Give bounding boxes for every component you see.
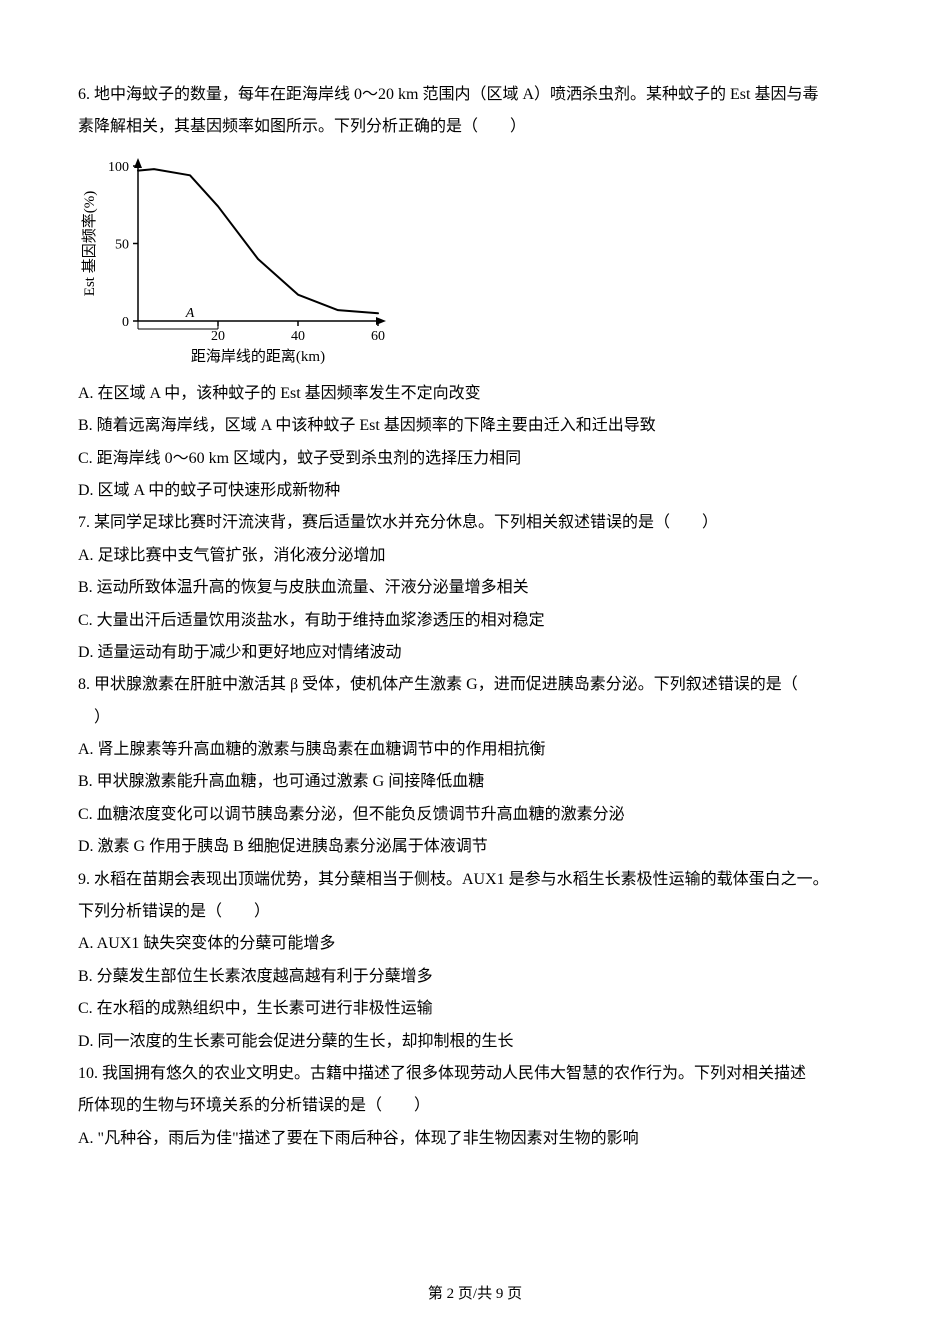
- q7-option-a: A. 足球比赛中支气管扩张，消化液分泌增加: [78, 541, 872, 571]
- q9-option-b: B. 分蘖发生部位生长素浓度越高越有利于分蘖增多: [78, 962, 872, 992]
- q9-stem-line1: 9. 水稻在苗期会表现出顶端优势，其分蘖相当于侧枝。AUX1 是参与水稻生长素极…: [78, 865, 872, 895]
- q7-option-c: C. 大量出汗后适量饮用淡盐水，有助于维持血浆渗透压的相对稳定: [78, 606, 872, 636]
- q6-stem-line1: 6. 地中海蚊子的数量，每年在距海岸线 0～20 km 范围内（区域 A）喷洒杀…: [78, 80, 872, 110]
- q7-stem: 7. 某同学足球比赛时汗流浃背，赛后适量饮水并充分休息。下列相关叙述错误的是（ …: [78, 508, 872, 538]
- q8-stem-line2: ）: [78, 703, 872, 733]
- svg-text:距海岸线的距离(km): 距海岸线的距离(km): [191, 348, 325, 365]
- est-chart: 0 50 100 20 40 60 A Est 基因频率(%) 距海岸线的距离(km): [78, 151, 398, 371]
- svg-text:60: 60: [371, 329, 385, 344]
- svg-text:100: 100: [108, 160, 129, 175]
- svg-text:50: 50: [115, 237, 129, 252]
- q10-stem-line1: 10. 我国拥有悠久的农业文明史。古籍中描述了很多体现劳动人民伟大智慧的农作行为…: [78, 1059, 872, 1089]
- q7-option-b: B. 运动所致体温升高的恢复与皮肤血流量、汗液分泌量增多相关: [78, 573, 872, 603]
- q10-stem-line2: 所体现的生物与环境关系的分析错误的是（ ）: [78, 1091, 872, 1121]
- est-chart-svg: 0 50 100 20 40 60 A Est 基因频率(%) 距海岸线的距离(km): [78, 151, 398, 371]
- svg-text:20: 20: [211, 329, 225, 344]
- q6-option-a: A. 在区域 A 中，该种蚊子的 Est 基因频率发生不定向改变: [78, 379, 872, 409]
- q8-option-c: C. 血糖浓度变化可以调节胰岛素分泌，但不能负反馈调节升高血糖的激素分泌: [78, 800, 872, 830]
- svg-text:Est 基因频率(%): Est 基因频率(%): [81, 191, 98, 296]
- q9-stem-line2: 下列分析错误的是（ ）: [78, 897, 872, 927]
- svg-text:0: 0: [122, 315, 129, 330]
- q8-option-a: A. 肾上腺素等升高血糖的激素与胰岛素在血糖调节中的作用相抗衡: [78, 735, 872, 765]
- q9-option-c: C. 在水稻的成熟组织中，生长素可进行非极性运输: [78, 994, 872, 1024]
- svg-text:40: 40: [291, 329, 305, 344]
- page-footer: 第 2 页/共 9 页: [0, 1280, 950, 1309]
- q8-stem-line1: 8. 甲状腺激素在肝脏中激活其 β 受体，使机体产生激素 G，进而促进胰岛素分泌…: [78, 670, 872, 700]
- q9-option-d: D. 同一浓度的生长素可能会促进分蘖的生长，却抑制根的生长: [78, 1027, 872, 1057]
- q10-option-a: A. "凡种谷，雨后为佳"描述了要在下雨后种谷，体现了非生物因素对生物的影响: [78, 1124, 872, 1154]
- q6-option-b: B. 随着远离海岸线，区域 A 中该种蚊子 Est 基因频率的下降主要由迁入和迁…: [78, 411, 872, 441]
- q8-option-d: D. 激素 G 作用于胰岛 B 细胞促进胰岛素分泌属于体液调节: [78, 832, 872, 862]
- q9-option-a: A. AUX1 缺失突变体的分蘖可能增多: [78, 929, 872, 959]
- q6-stem-line2: 素降解相关，其基因频率如图所示。下列分析正确的是（ ）: [78, 112, 872, 142]
- q6-option-d: D. 区域 A 中的蚊子可快速形成新物种: [78, 476, 872, 506]
- q7-option-d: D. 适量运动有助于减少和更好地应对情绪波动: [78, 638, 872, 668]
- svg-text:A: A: [185, 306, 195, 321]
- q8-option-b: B. 甲状腺激素能升高血糖，也可通过激素 G 间接降低血糖: [78, 767, 872, 797]
- q6-option-c: C. 距海岸线 0～60 km 区域内，蚊子受到杀虫剂的选择压力相同: [78, 444, 872, 474]
